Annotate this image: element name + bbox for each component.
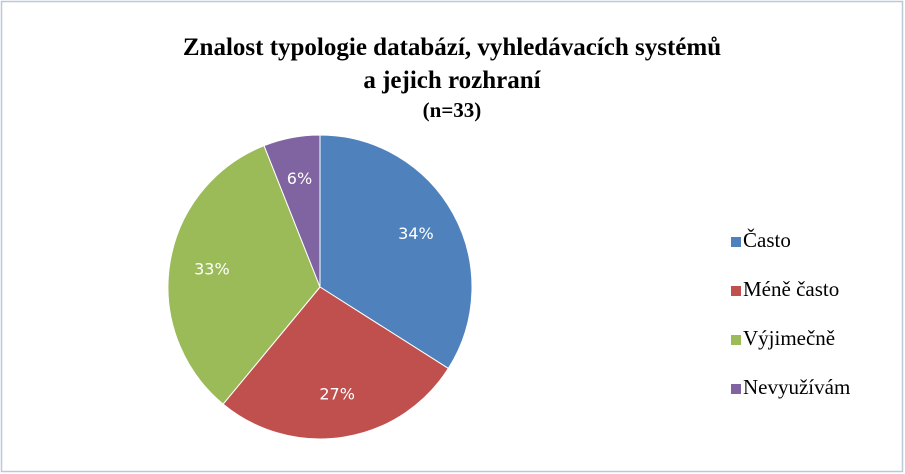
legend-swatch (731, 286, 741, 296)
legend-swatch (731, 237, 741, 247)
data-label: 34% (398, 224, 434, 243)
legend-swatch (731, 384, 741, 394)
legend-label: Nevyužívám (743, 375, 850, 399)
data-label: 6% (287, 169, 312, 188)
chart-subtitle: (n=33) (423, 98, 482, 122)
chart-title: a jejich rozhraní (363, 67, 541, 94)
pie-slice (319, 134, 473, 370)
pie-slice (263, 134, 321, 288)
pie-slice (222, 286, 450, 440)
data-label: 27% (319, 385, 355, 404)
legend-swatch (731, 335, 741, 345)
pie-slice (167, 145, 321, 405)
chart-title: Znalost typologie databází, vyhledávacíc… (183, 34, 721, 61)
legend-label: Méně často (743, 277, 839, 301)
legend-label: Výjimečně (743, 326, 835, 350)
legend-label: Často (743, 228, 791, 252)
data-label: 33% (194, 259, 230, 278)
